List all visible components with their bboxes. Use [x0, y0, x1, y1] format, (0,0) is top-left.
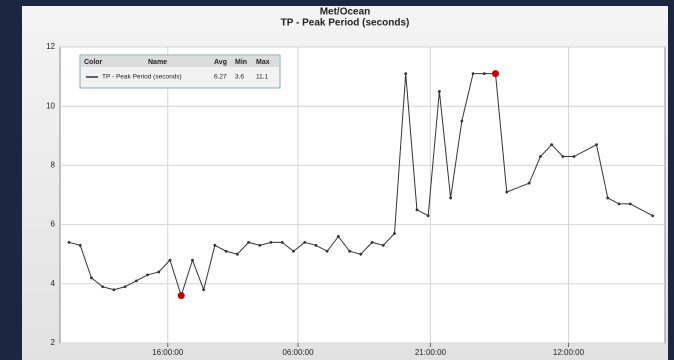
data-point [280, 240, 284, 244]
y-tick-label: 10 [46, 101, 55, 110]
data-point [314, 243, 318, 247]
data-point [157, 270, 161, 274]
data-point [505, 190, 509, 194]
marks [67, 70, 655, 300]
data-point [213, 243, 217, 247]
data-point [325, 249, 329, 253]
plot-area [59, 46, 666, 344]
legend-header-label: Min [235, 59, 247, 66]
x-tick-label: 12:00:00 [553, 348, 585, 357]
x-tick-label: 21:00:00 [415, 348, 447, 357]
x-tick-label: 16:00:00 [152, 348, 184, 357]
y-tick-label: 8 [51, 161, 56, 170]
data-point [437, 90, 441, 93]
y-tick-label: 6 [51, 220, 56, 229]
legend-header-label: Max [256, 59, 270, 66]
data-point [224, 249, 228, 253]
grid: 2 4 6 8 10 12 16:00:00 06:00:00 21:00:00 12:00:00 [46, 42, 665, 357]
data-point [202, 288, 206, 292]
data-point [90, 276, 93, 280]
data-point [235, 252, 239, 256]
data-point [550, 143, 554, 147]
data-point [482, 72, 486, 76]
data-point [449, 196, 453, 200]
legend-header-label: Color [84, 59, 103, 66]
data-point [628, 202, 632, 206]
data-point [527, 181, 531, 185]
legend: Color Name Avg Min Max TP - Peak Period (seco… [79, 54, 281, 89]
data-point [539, 155, 542, 158]
extreme-point [492, 70, 500, 78]
data-point [595, 143, 598, 147]
data-point [123, 285, 127, 289]
data-point [269, 240, 273, 244]
data-point [78, 243, 82, 247]
data-point [168, 258, 172, 262]
legend-label: TP - Peak Period (seconds) [102, 74, 182, 81]
data-point [471, 72, 475, 76]
legend-stat: 11.1 [256, 74, 269, 81]
data-point [404, 72, 408, 76]
legend-stat: 3.6 [235, 74, 244, 81]
extreme-point [177, 292, 185, 300]
data-point [146, 273, 149, 277]
legend-stat: 6.27 [214, 74, 227, 81]
chart-title: Met/Ocean [320, 7, 371, 18]
legend-header-label: Avg [214, 59, 227, 66]
data-point [651, 214, 655, 218]
data-point [393, 232, 396, 235]
data-point [359, 252, 363, 256]
y-tick-label: 4 [51, 279, 56, 288]
data-point [606, 196, 610, 200]
legend-header [81, 56, 279, 67]
data-point [112, 288, 116, 292]
data-point [460, 119, 464, 123]
data-point [303, 240, 307, 244]
data-point [561, 155, 565, 158]
data-point [617, 202, 621, 206]
data-point [247, 240, 250, 244]
data-point [336, 235, 340, 238]
data-point [381, 243, 385, 247]
chart-subtitle: TP - Peak Period (seconds) [281, 18, 410, 29]
x-tick-label: 06:00:00 [282, 348, 314, 357]
data-point [134, 279, 138, 283]
data-point [426, 214, 430, 218]
data-point [572, 155, 576, 158]
y-tick-label: 2 [51, 338, 56, 347]
data-point [101, 285, 105, 289]
data-point [258, 243, 262, 247]
data-point [292, 249, 295, 253]
data-point [67, 240, 71, 244]
series-line [68, 73, 653, 298]
data-point [370, 240, 374, 244]
data-point [348, 249, 351, 253]
data-point [191, 258, 194, 262]
legend-header-label: Name [148, 59, 167, 66]
y-tick-label: 12 [46, 42, 55, 51]
data-point [415, 208, 419, 212]
